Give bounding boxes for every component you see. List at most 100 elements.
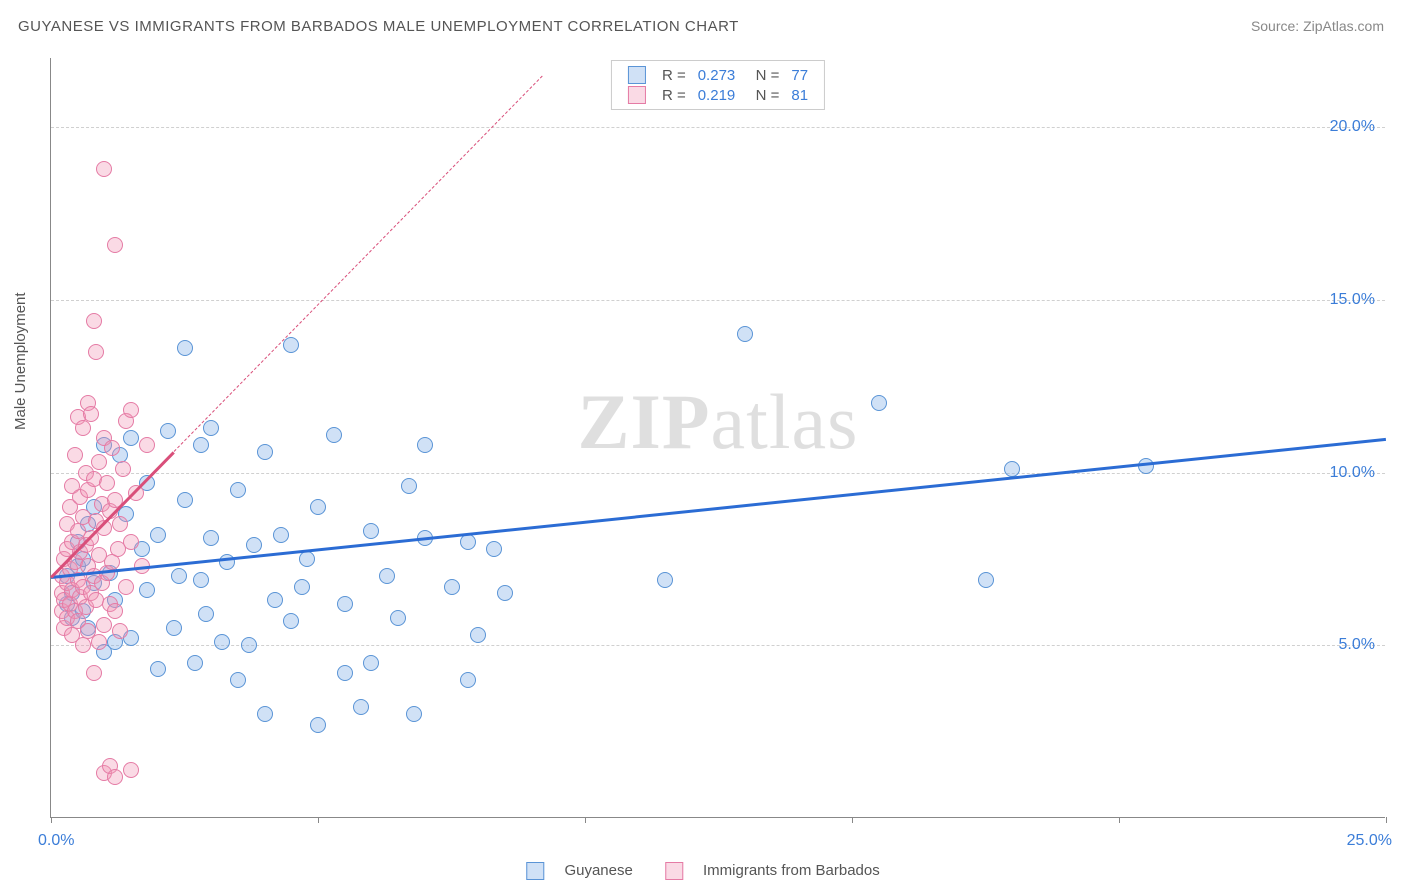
scatter-point	[123, 402, 139, 418]
scatter-point	[107, 769, 123, 785]
y-tick-label: 10.0%	[1330, 464, 1375, 482]
x-tick	[1386, 817, 1387, 823]
scatter-point	[326, 427, 342, 443]
x-tick	[585, 817, 586, 823]
scatter-point	[171, 568, 187, 584]
legend-r-value: 0.219	[692, 85, 742, 105]
scatter-point	[112, 516, 128, 532]
scatter-point	[139, 437, 155, 453]
scatter-point	[203, 530, 219, 546]
trend-line	[51, 438, 1386, 579]
x-tick	[1119, 817, 1120, 823]
scatter-point	[91, 454, 107, 470]
scatter-point	[444, 579, 460, 595]
chart-title: GUYANESE VS IMMIGRANTS FROM BARBADOS MAL…	[18, 18, 739, 35]
scatter-point	[299, 551, 315, 567]
scatter-point	[104, 554, 120, 570]
legend-swatch	[526, 862, 544, 880]
scatter-point	[310, 499, 326, 515]
scatter-point	[187, 655, 203, 671]
legend-swatch	[628, 66, 646, 84]
scatter-point	[978, 572, 994, 588]
legend-label: Guyanese	[564, 862, 632, 879]
x-origin-label: 0.0%	[38, 832, 74, 850]
x-tick	[318, 817, 319, 823]
gridline	[51, 300, 1385, 301]
scatter-point	[283, 613, 299, 629]
scatter-point	[123, 430, 139, 446]
scatter-point	[150, 527, 166, 543]
scatter-point	[871, 395, 887, 411]
scatter-point	[96, 617, 112, 633]
scatter-point	[123, 534, 139, 550]
scatter-point	[460, 672, 476, 688]
scatter-point	[75, 637, 91, 653]
scatter-point	[193, 437, 209, 453]
x-tick	[852, 817, 853, 823]
scatter-point	[267, 592, 283, 608]
scatter-point	[486, 541, 502, 557]
scatter-point	[460, 534, 476, 550]
scatter-point	[99, 475, 115, 491]
x-max-label: 25.0%	[1347, 832, 1392, 850]
legend-item: Immigrants from Barbados	[657, 862, 888, 879]
legend-n-label: N =	[741, 65, 785, 85]
scatter-point	[310, 717, 326, 733]
gridline	[51, 473, 1385, 474]
legend-item: Guyanese	[518, 862, 641, 879]
trend-line-extension	[173, 75, 542, 451]
scatter-point	[737, 326, 753, 342]
scatter-point	[104, 440, 120, 456]
legend-series: Guyanese Immigrants from Barbados	[510, 862, 895, 880]
scatter-point	[86, 313, 102, 329]
scatter-point	[203, 420, 219, 436]
scatter-point	[1004, 461, 1020, 477]
scatter-point	[283, 337, 299, 353]
scatter-point	[657, 572, 673, 588]
scatter-point	[246, 537, 262, 553]
source-attribution: Source: ZipAtlas.com	[1251, 18, 1384, 34]
scatter-point	[337, 596, 353, 612]
scatter-point	[123, 762, 139, 778]
scatter-point	[337, 665, 353, 681]
scatter-point	[160, 423, 176, 439]
scatter-point	[115, 461, 131, 477]
legend-r-label: R =	[656, 65, 692, 85]
scatter-point	[150, 661, 166, 677]
scatter-point	[166, 620, 182, 636]
y-tick-label: 20.0%	[1330, 118, 1375, 136]
scatter-point	[67, 447, 83, 463]
scatter-point	[91, 634, 107, 650]
legend-r-label: R =	[656, 85, 692, 105]
scatter-point	[86, 665, 102, 681]
scatter-point	[230, 672, 246, 688]
scatter-point	[379, 568, 395, 584]
scatter-point	[88, 344, 104, 360]
scatter-point	[273, 527, 289, 543]
scatter-point	[107, 603, 123, 619]
scatter-point	[75, 420, 91, 436]
y-tick-label: 5.0%	[1339, 636, 1375, 654]
scatter-point	[294, 579, 310, 595]
scatter-point	[470, 627, 486, 643]
scatter-point	[96, 161, 112, 177]
x-tick	[51, 817, 52, 823]
legend-r-value: 0.273	[692, 65, 742, 85]
scatter-point	[230, 482, 246, 498]
scatter-point	[417, 437, 433, 453]
scatter-point	[406, 706, 422, 722]
scatter-point	[257, 444, 273, 460]
legend-label: Immigrants from Barbados	[703, 862, 880, 879]
scatter-point	[363, 523, 379, 539]
scatter-point	[193, 572, 209, 588]
scatter-point	[353, 699, 369, 715]
y-tick-label: 15.0%	[1330, 291, 1375, 309]
scatter-point	[497, 585, 513, 601]
scatter-point	[139, 582, 155, 598]
legend-row: R =0.219 N =81	[622, 85, 814, 105]
scatter-point	[198, 606, 214, 622]
scatter-point	[214, 634, 230, 650]
legend-n-value: 77	[785, 65, 814, 85]
scatter-point	[177, 492, 193, 508]
scatter-point	[241, 637, 257, 653]
